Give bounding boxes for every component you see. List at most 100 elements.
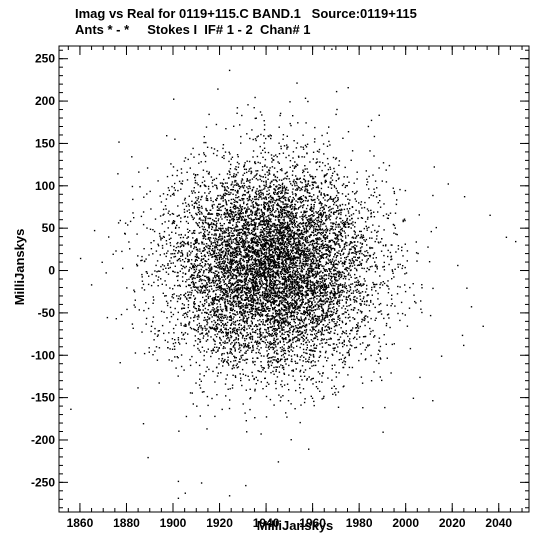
data-point bbox=[195, 361, 197, 364]
data-point bbox=[279, 330, 281, 332]
data-point bbox=[205, 340, 208, 342]
data-point bbox=[277, 241, 279, 243]
data-point bbox=[265, 289, 267, 292]
data-point bbox=[249, 332, 251, 334]
data-point bbox=[285, 156, 287, 159]
data-point bbox=[209, 247, 211, 249]
data-point bbox=[252, 248, 254, 251]
data-point bbox=[278, 261, 280, 263]
data-point bbox=[209, 217, 212, 220]
data-point bbox=[230, 334, 232, 337]
data-point bbox=[221, 299, 224, 301]
data-point bbox=[299, 387, 301, 389]
data-point bbox=[310, 304, 313, 307]
data-point bbox=[310, 203, 312, 206]
data-point bbox=[245, 236, 247, 238]
data-point bbox=[214, 282, 216, 284]
data-point bbox=[333, 256, 335, 258]
data-point bbox=[314, 290, 316, 292]
data-point bbox=[225, 202, 227, 204]
data-point bbox=[310, 290, 312, 292]
data-point bbox=[214, 241, 216, 243]
data-point bbox=[325, 225, 327, 227]
data-point bbox=[274, 306, 276, 309]
data-point bbox=[306, 237, 308, 239]
data-point bbox=[254, 276, 256, 278]
data-point bbox=[137, 387, 139, 389]
data-point bbox=[264, 224, 266, 226]
data-point bbox=[118, 141, 120, 143]
data-point bbox=[186, 315, 189, 318]
data-point bbox=[195, 329, 198, 332]
data-point bbox=[189, 392, 192, 394]
data-point bbox=[184, 257, 187, 260]
data-point bbox=[280, 242, 282, 244]
data-point bbox=[307, 204, 309, 207]
data-point bbox=[108, 236, 110, 238]
data-point bbox=[210, 223, 212, 225]
data-point bbox=[295, 248, 298, 250]
data-point bbox=[161, 264, 164, 266]
data-point bbox=[228, 191, 230, 193]
data-point bbox=[317, 273, 319, 275]
data-point bbox=[237, 284, 239, 287]
data-point bbox=[239, 347, 241, 349]
data-point bbox=[296, 251, 298, 253]
data-point bbox=[343, 357, 346, 360]
data-point bbox=[313, 286, 315, 288]
data-point bbox=[165, 300, 168, 303]
data-point bbox=[323, 244, 326, 246]
data-point bbox=[261, 215, 263, 218]
data-point bbox=[219, 289, 221, 291]
data-point bbox=[252, 219, 254, 221]
data-point bbox=[230, 189, 232, 191]
data-point bbox=[188, 259, 190, 261]
data-point bbox=[302, 274, 304, 276]
data-point bbox=[334, 234, 337, 236]
data-point bbox=[253, 317, 255, 320]
data-point bbox=[284, 172, 286, 175]
data-point bbox=[271, 196, 273, 199]
data-point bbox=[360, 284, 362, 286]
data-point bbox=[288, 347, 291, 349]
data-point bbox=[255, 254, 257, 256]
data-point bbox=[167, 264, 169, 266]
data-point bbox=[331, 364, 333, 367]
data-point bbox=[328, 328, 330, 330]
data-point bbox=[274, 202, 276, 204]
data-point bbox=[351, 265, 354, 267]
data-point bbox=[188, 324, 190, 326]
data-point bbox=[211, 256, 213, 258]
data-point bbox=[268, 330, 270, 332]
data-point bbox=[289, 160, 292, 162]
data-point bbox=[152, 302, 154, 304]
data-point bbox=[292, 347, 295, 349]
data-point bbox=[354, 286, 356, 288]
data-point bbox=[343, 262, 345, 265]
data-point bbox=[252, 228, 254, 230]
data-point bbox=[246, 203, 249, 205]
data-point bbox=[295, 245, 297, 247]
data-point bbox=[275, 387, 277, 390]
data-point bbox=[302, 334, 305, 336]
data-point bbox=[208, 264, 210, 266]
data-point bbox=[345, 185, 347, 187]
data-point bbox=[293, 231, 296, 233]
data-point bbox=[386, 314, 389, 316]
data-point bbox=[227, 292, 229, 295]
data-point bbox=[299, 265, 301, 267]
data-point bbox=[239, 228, 242, 231]
data-point bbox=[304, 295, 306, 297]
data-point bbox=[217, 195, 219, 197]
data-point bbox=[294, 336, 296, 339]
data-point bbox=[285, 261, 287, 264]
data-point bbox=[231, 368, 233, 370]
data-point bbox=[282, 178, 285, 180]
data-point bbox=[313, 230, 315, 232]
data-point bbox=[308, 358, 310, 360]
data-point bbox=[233, 212, 235, 214]
data-point bbox=[261, 273, 263, 275]
data-point bbox=[224, 194, 226, 197]
data-point bbox=[275, 238, 277, 240]
data-point bbox=[343, 222, 346, 224]
